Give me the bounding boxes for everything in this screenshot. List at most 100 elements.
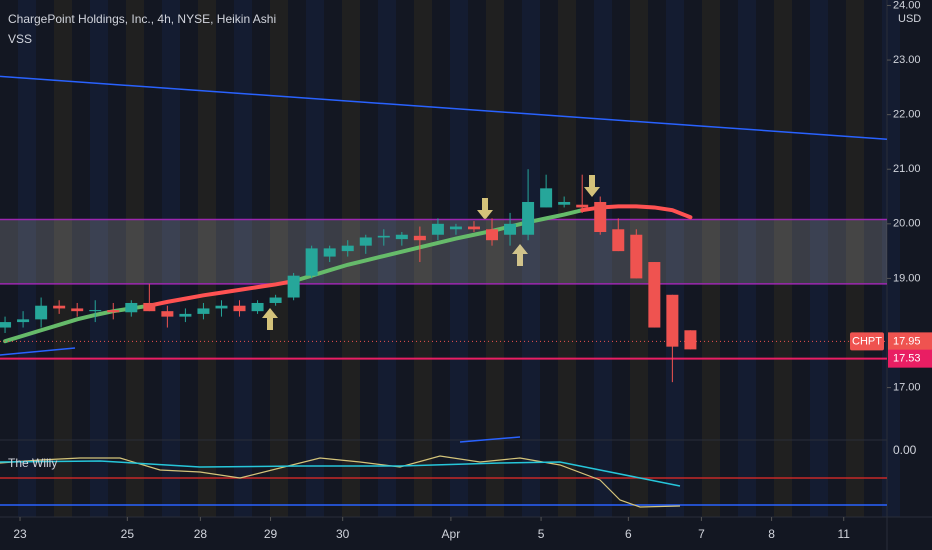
stripe xyxy=(774,0,792,517)
candle-body xyxy=(359,237,372,246)
y-tick-label: 23.00 xyxy=(893,54,921,66)
stripe xyxy=(522,0,540,517)
symbol-label: CHPT xyxy=(852,335,882,347)
x-tick-label: Apr xyxy=(442,527,461,541)
trend-line xyxy=(0,347,76,356)
candle-body xyxy=(395,234,408,240)
session-stripes xyxy=(18,0,900,517)
candle-body xyxy=(594,201,607,233)
x-tick-label: 7 xyxy=(698,527,705,541)
arrow-down xyxy=(477,198,493,220)
candle-body xyxy=(35,305,48,320)
candle-body xyxy=(576,204,589,208)
y-tick-label: 21.00 xyxy=(893,163,921,175)
stripe xyxy=(126,0,144,517)
candle-body xyxy=(215,305,228,309)
candle-body xyxy=(233,305,246,312)
candle-body xyxy=(431,223,444,235)
stripe xyxy=(594,0,612,517)
candle-body xyxy=(89,310,102,312)
candle-body xyxy=(648,262,661,328)
arrow-up xyxy=(262,308,278,330)
indicator-trend xyxy=(459,436,521,443)
y-tick-label: 19.00 xyxy=(893,272,921,284)
arrow-down xyxy=(584,175,600,197)
stripe xyxy=(846,0,864,517)
candle-body xyxy=(53,305,66,309)
stripe xyxy=(414,0,432,517)
candle-body xyxy=(449,226,462,230)
candle-body xyxy=(251,302,264,312)
candle-body xyxy=(522,201,535,235)
x-tick-label: 6 xyxy=(625,527,632,541)
stripe xyxy=(270,0,288,517)
candle-body xyxy=(71,308,84,312)
stripe xyxy=(234,0,252,517)
stripe xyxy=(378,0,396,517)
x-tick-label: 25 xyxy=(121,527,135,541)
last-price-label: 17.95 xyxy=(893,335,921,347)
candle-body xyxy=(413,235,426,241)
arrows xyxy=(262,175,600,330)
stripe xyxy=(342,0,360,517)
subtitle: VSS xyxy=(8,32,32,46)
arrow-up xyxy=(512,244,528,266)
stripe xyxy=(702,0,720,517)
candle-body xyxy=(558,201,571,205)
stripe xyxy=(450,0,468,517)
x-tick-label: 11 xyxy=(837,527,850,541)
candle-body xyxy=(107,310,120,313)
y-tick-label: 17.00 xyxy=(893,381,921,393)
stripe xyxy=(162,0,180,517)
stripe xyxy=(810,0,828,517)
candle-body xyxy=(125,302,138,313)
candle-body xyxy=(666,294,679,347)
candle-body xyxy=(143,302,156,312)
symbol-badge xyxy=(850,332,884,351)
candle-body xyxy=(504,223,517,235)
stripe xyxy=(558,0,576,517)
ma-line xyxy=(3,208,585,344)
stripe xyxy=(18,0,36,517)
indicator-line xyxy=(0,460,681,487)
candle-body xyxy=(540,188,553,208)
stripe xyxy=(198,0,216,517)
level-badge xyxy=(888,349,932,368)
currency: USD xyxy=(898,13,921,25)
y-tick-label: 20.00 xyxy=(893,218,921,230)
candle-body xyxy=(305,248,318,276)
y-tick-label: 24.00 xyxy=(893,0,921,11)
x-tick-label: 28 xyxy=(194,527,208,541)
candle-body xyxy=(179,313,192,317)
stripe xyxy=(666,0,684,517)
candle-body xyxy=(467,226,480,230)
candle-body xyxy=(287,275,300,298)
x-tick-label: 8 xyxy=(768,527,775,541)
level-price-label: 17.53 xyxy=(893,353,921,365)
candle-body xyxy=(323,248,336,257)
candle-body xyxy=(684,330,697,350)
candle-body xyxy=(486,229,499,241)
trend-line xyxy=(0,75,888,140)
price-badge xyxy=(888,332,932,351)
x-tick-label: 23 xyxy=(13,527,27,541)
indicator-zero: 0.00 xyxy=(893,443,917,457)
indicator-name: The Willy xyxy=(8,456,57,470)
stripe xyxy=(486,0,504,517)
candle-body xyxy=(197,308,210,314)
candle-body xyxy=(17,319,30,323)
candle-body xyxy=(377,235,390,238)
candle-body xyxy=(612,229,625,252)
title: ChargePoint Holdings, Inc., 4h, NYSE, He… xyxy=(8,12,276,26)
candle-body xyxy=(630,234,643,279)
x-tick-label: 5 xyxy=(538,527,545,541)
stripe xyxy=(90,0,108,517)
indicator-line xyxy=(0,455,681,508)
candle-body xyxy=(269,297,282,303)
x-tick-label: 29 xyxy=(264,527,278,541)
x-tick-label: 30 xyxy=(336,527,350,541)
y-tick-label: 22.00 xyxy=(893,109,921,121)
stripe xyxy=(54,0,72,517)
